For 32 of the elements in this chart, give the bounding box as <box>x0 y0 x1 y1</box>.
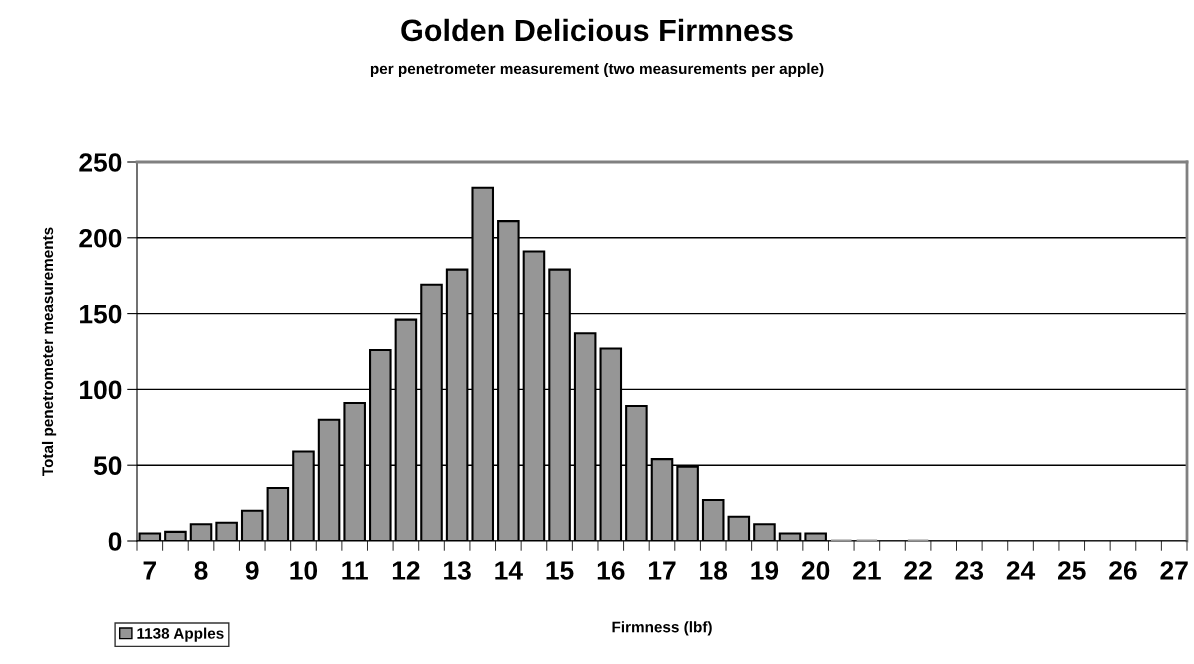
y-tick-label: 0 <box>108 532 122 551</box>
x-tick-label: 13 <box>444 561 471 580</box>
x-tick-label: 23 <box>955 561 984 580</box>
x-tick-label: 21 <box>853 561 881 580</box>
x-tick-label: 7 <box>143 561 156 580</box>
x-tick-label: 9 <box>245 561 259 580</box>
y-tick-label: 150 <box>80 304 122 324</box>
y-axis-title: Total penetrometer measurements <box>41 227 57 476</box>
x-tick-label: 22 <box>904 561 932 580</box>
x-tick-label: 16 <box>597 561 625 580</box>
x-tick-label: 8 <box>194 561 208 580</box>
x-tick-label: 19 <box>751 561 779 580</box>
x-tick-label: 24 <box>1006 561 1036 580</box>
x-tick-label: 11 <box>342 561 368 580</box>
y-tick-label: 50 <box>93 456 122 476</box>
y-tick-label: 100 <box>80 380 122 400</box>
x-tick-label: 14 <box>495 561 523 580</box>
legend-label: 1138 Apples <box>137 627 224 642</box>
x-tick-label: 25 <box>1058 561 1086 580</box>
x-tick-label: 18 <box>700 561 728 580</box>
y-tick-label: 200 <box>79 228 122 248</box>
x-tick-label: 26 <box>1109 561 1137 580</box>
x-tick-label: 17 <box>648 561 676 580</box>
x-tick-label: 15 <box>546 561 574 580</box>
chart-title: Golden Delicious Firmness <box>401 18 793 42</box>
x-tick-label: 12 <box>392 561 420 580</box>
x-tick-label: 27 <box>1160 561 1188 580</box>
x-axis-title: Firmness (lbf) <box>612 621 712 636</box>
x-tick-label: 20 <box>801 561 830 580</box>
x-tick-label: 10 <box>290 561 318 580</box>
chart-subtitle: per penetrometer measurement (two measurements per apple) <box>370 62 824 78</box>
y-tick-label: 250 <box>79 153 122 172</box>
